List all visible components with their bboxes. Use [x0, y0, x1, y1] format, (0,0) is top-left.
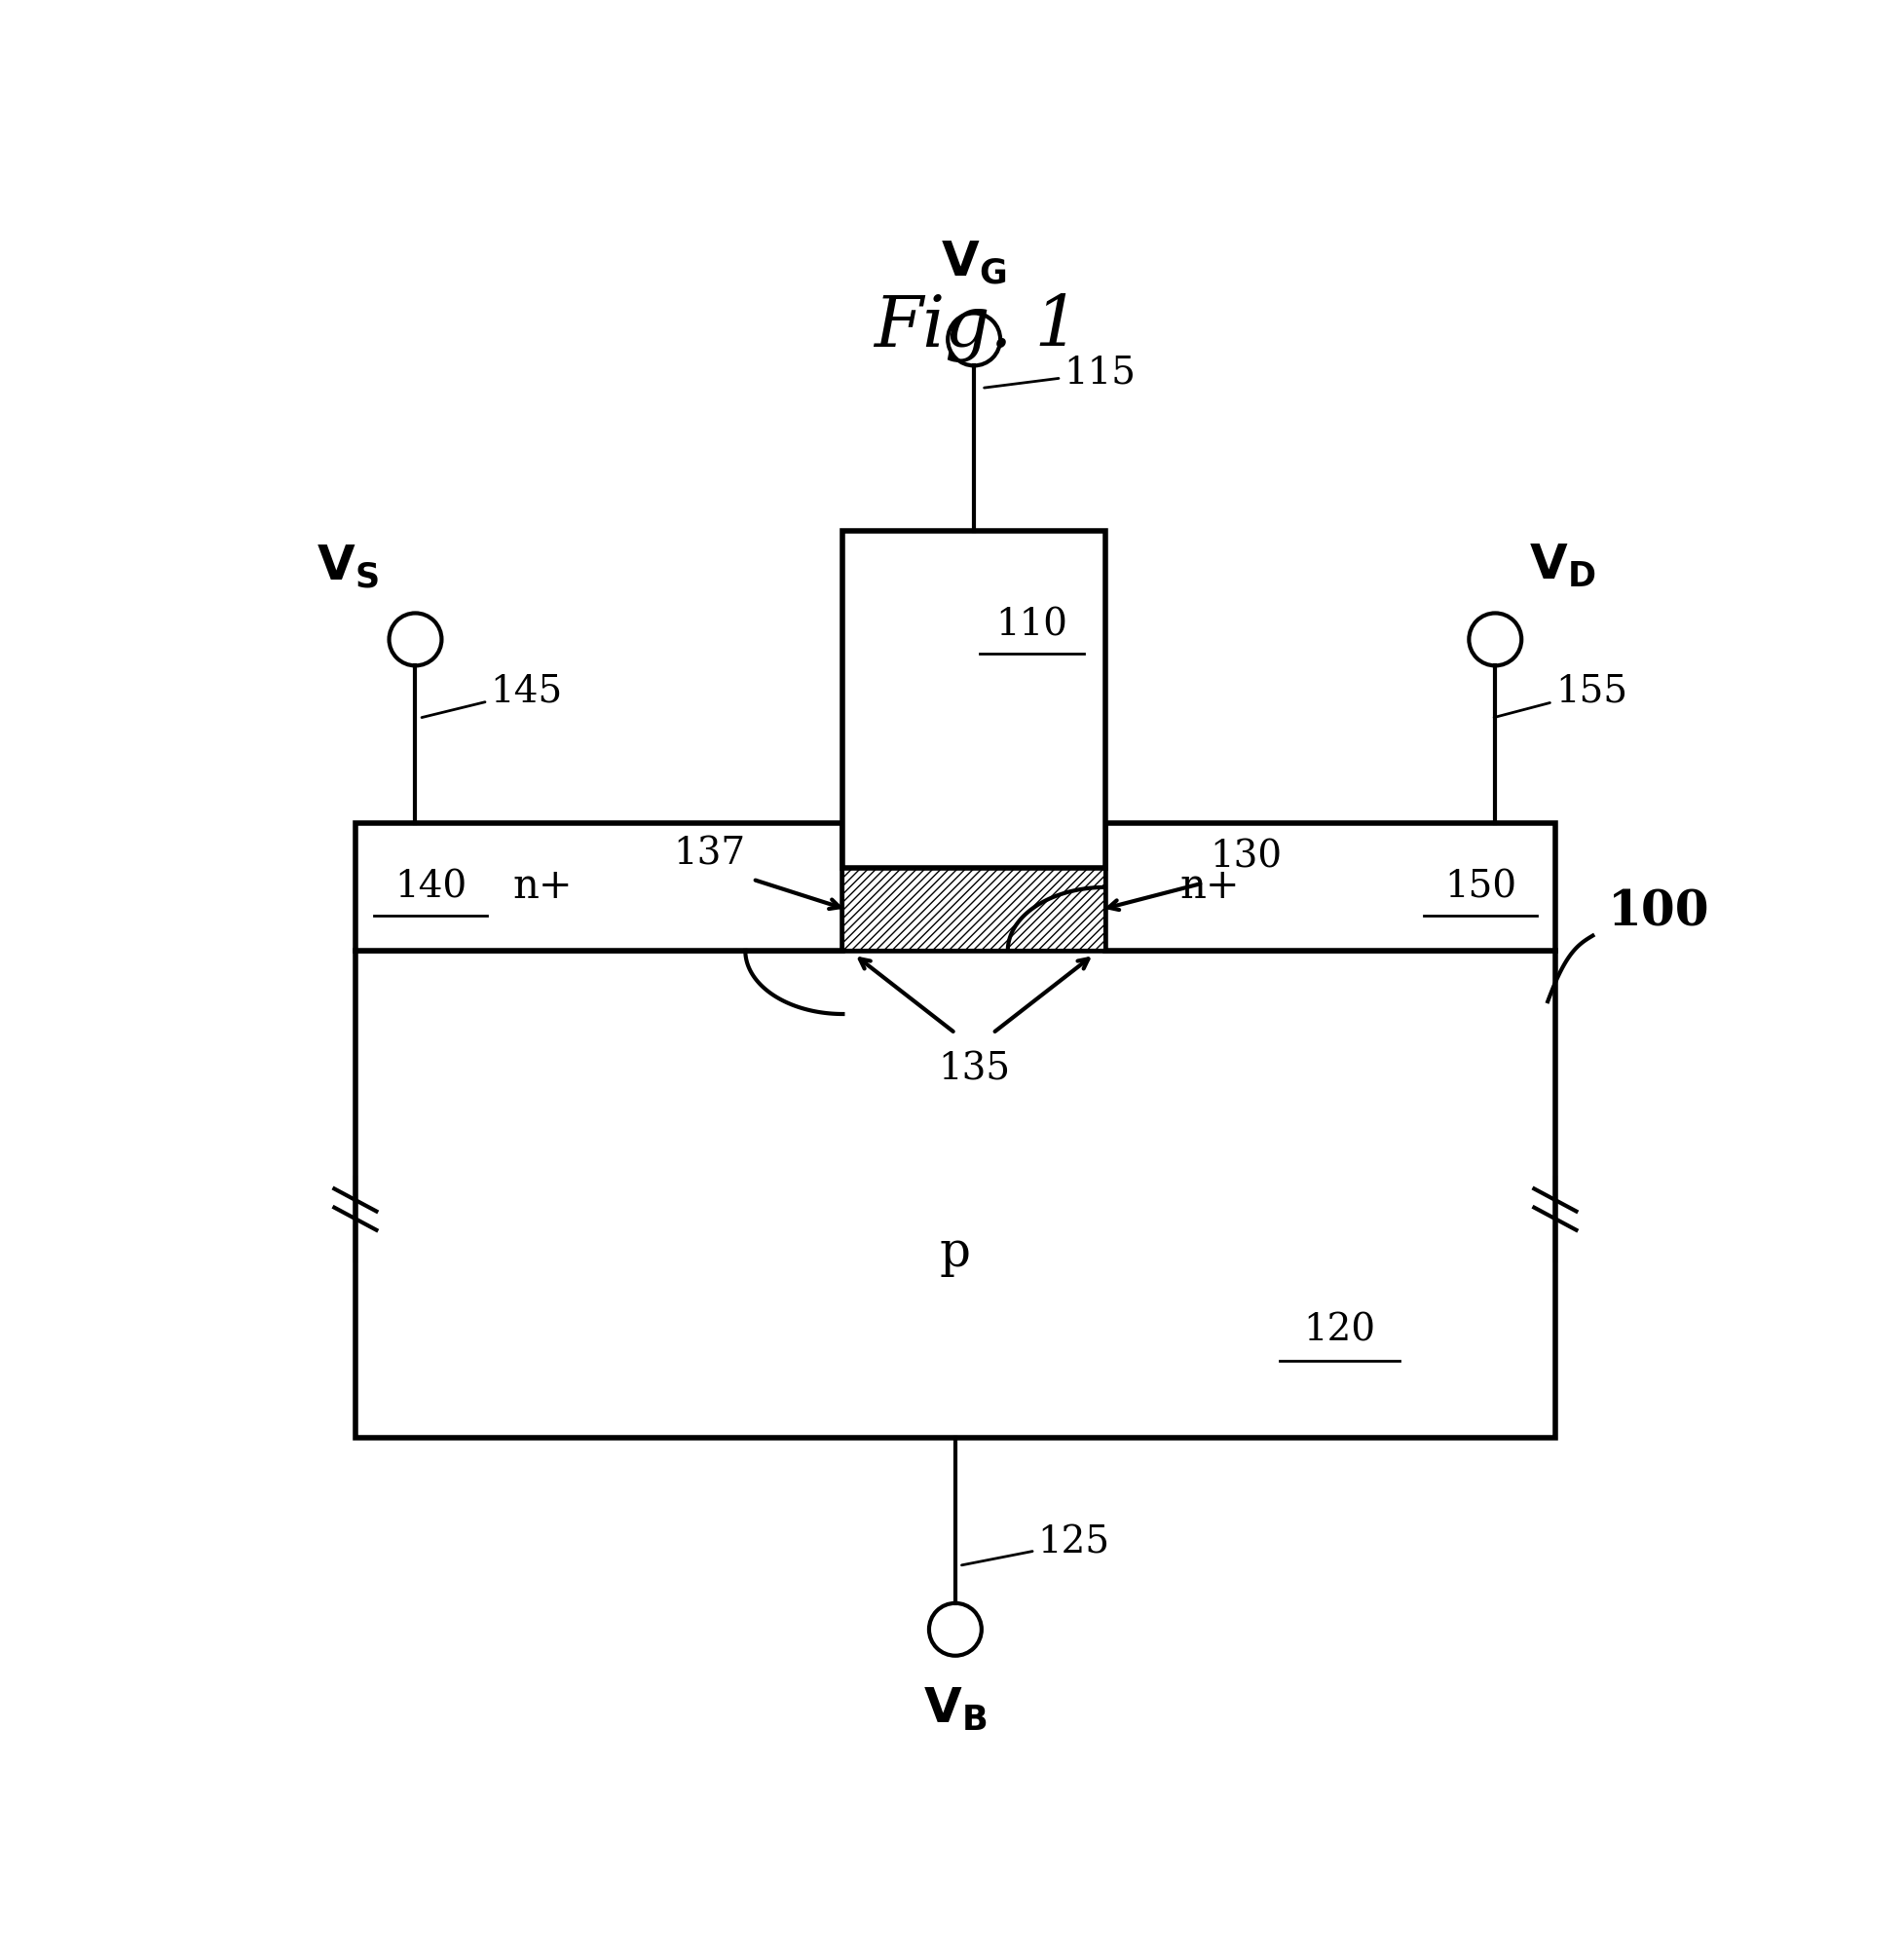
Bar — [356, 822, 842, 951]
Text: 150: 150 — [1443, 869, 1516, 904]
Text: n+: n+ — [512, 867, 573, 908]
Text: 135: 135 — [937, 1053, 1009, 1088]
Text: Fig. 1: Fig. 1 — [872, 293, 1080, 363]
Text: 140: 140 — [394, 869, 466, 904]
Text: 120: 120 — [1302, 1312, 1375, 1350]
Text: 137: 137 — [672, 836, 744, 871]
Text: n+: n+ — [1180, 867, 1240, 908]
Text: p: p — [939, 1228, 971, 1277]
Text: 145: 145 — [421, 674, 562, 717]
Bar — [842, 869, 1104, 951]
Text: 110: 110 — [996, 607, 1068, 643]
Text: 115: 115 — [984, 355, 1135, 391]
Text: $\mathbf{V_G}$: $\mathbf{V_G}$ — [941, 238, 1007, 287]
Bar — [356, 951, 1554, 1437]
Text: 100: 100 — [1607, 889, 1708, 937]
Text: $\mathbf{V_S}$: $\mathbf{V_S}$ — [316, 543, 379, 590]
Bar — [1104, 822, 1554, 951]
Text: 155: 155 — [1493, 674, 1626, 717]
Text: 130: 130 — [1209, 840, 1281, 875]
Text: $\mathbf{V_B}$: $\mathbf{V_B}$ — [923, 1685, 986, 1734]
Bar — [842, 531, 1104, 869]
Text: 125: 125 — [962, 1525, 1110, 1564]
Text: $\mathbf{V_D}$: $\mathbf{V_D}$ — [1529, 543, 1596, 590]
